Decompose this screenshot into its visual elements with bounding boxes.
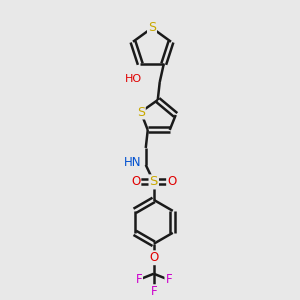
Text: HO: HO bbox=[124, 74, 142, 84]
Text: O: O bbox=[131, 176, 140, 188]
Text: HN: HN bbox=[124, 156, 142, 170]
Text: F: F bbox=[150, 285, 157, 298]
Text: S: S bbox=[148, 22, 156, 34]
Text: S: S bbox=[150, 176, 158, 188]
Text: F: F bbox=[136, 273, 142, 286]
Text: S: S bbox=[137, 106, 145, 118]
Text: O: O bbox=[149, 251, 158, 264]
Text: O: O bbox=[167, 176, 176, 188]
Text: F: F bbox=[165, 273, 172, 286]
